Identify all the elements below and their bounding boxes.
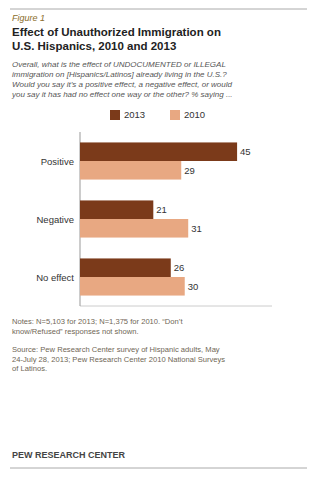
text-line: you say it has had no effect one way or … <box>11 90 233 99</box>
data-label: 31 <box>191 223 202 234</box>
text-line: Effect of Unauthorized Immigration on <box>12 26 221 38</box>
separator <box>10 9 307 10</box>
subtitle: Overall, what is the effect of UNDOCUMEN… <box>11 60 233 99</box>
legend-swatch <box>170 110 180 120</box>
legend-swatch <box>110 110 120 120</box>
x-axis-line <box>80 306 272 307</box>
separator <box>10 468 307 469</box>
bars <box>80 142 237 295</box>
text-line: immigration on [Hispanics/Latinos] alrea… <box>12 70 227 79</box>
legend-entry: 2010 <box>184 109 205 120</box>
figure-label: Figure 1 <box>12 13 45 23</box>
category-label: No effect <box>36 272 74 283</box>
chart: Figure 1 Effect of Unauthorized Immigrati… <box>0 0 317 479</box>
category-label: Negative <box>37 214 75 225</box>
notes: Notes: N=5,103 for 2013; N=1,375 for 201… <box>12 317 183 336</box>
bar <box>80 200 153 219</box>
text-line: Overall, what is the effect of UNDOCUMEN… <box>12 60 226 69</box>
text-line: Source: Pew Research Center survey of Hi… <box>12 345 220 354</box>
data-label: 29 <box>184 165 195 176</box>
category-label: Positive <box>41 156 74 167</box>
footer: PEW RESEARCH CENTER <box>12 450 126 460</box>
data-label: 30 <box>188 281 199 292</box>
legend-entry: 2013 <box>124 109 145 120</box>
text-line: know/Refused” responses not shown. <box>12 327 139 336</box>
title: Effect of Unauthorized Immigration on U.S… <box>12 26 221 52</box>
text-line: of Latinos. <box>12 364 47 373</box>
bar <box>80 258 171 277</box>
bar <box>80 142 237 161</box>
text-line: Notes: N=5,103 for 2013; N=1,375 for 201… <box>12 317 183 326</box>
text-line: Would you say it’s a positive effect, a … <box>12 80 233 89</box>
text-line: Figure 1 <box>12 13 45 23</box>
data-label: 21 <box>156 204 167 215</box>
legend: 2013 2010 <box>110 109 205 120</box>
text-line: PEW RESEARCH CENTER <box>12 450 126 460</box>
y-tick-labels: Positive Negative No effect <box>36 156 74 283</box>
source: Source: Pew Research Center survey of Hi… <box>12 345 225 373</box>
text-line: U.S. Hispanics, 2010 and 2013 <box>12 40 176 52</box>
text-line: 24-July 28, 2013; Pew Research Center 20… <box>12 355 225 364</box>
bar <box>80 161 181 180</box>
bar <box>80 219 188 238</box>
data-labels: 45 29 21 31 2630 <box>156 146 250 292</box>
bar <box>80 277 185 296</box>
data-label: 26 <box>174 262 185 273</box>
data-label: 45 <box>240 146 251 157</box>
